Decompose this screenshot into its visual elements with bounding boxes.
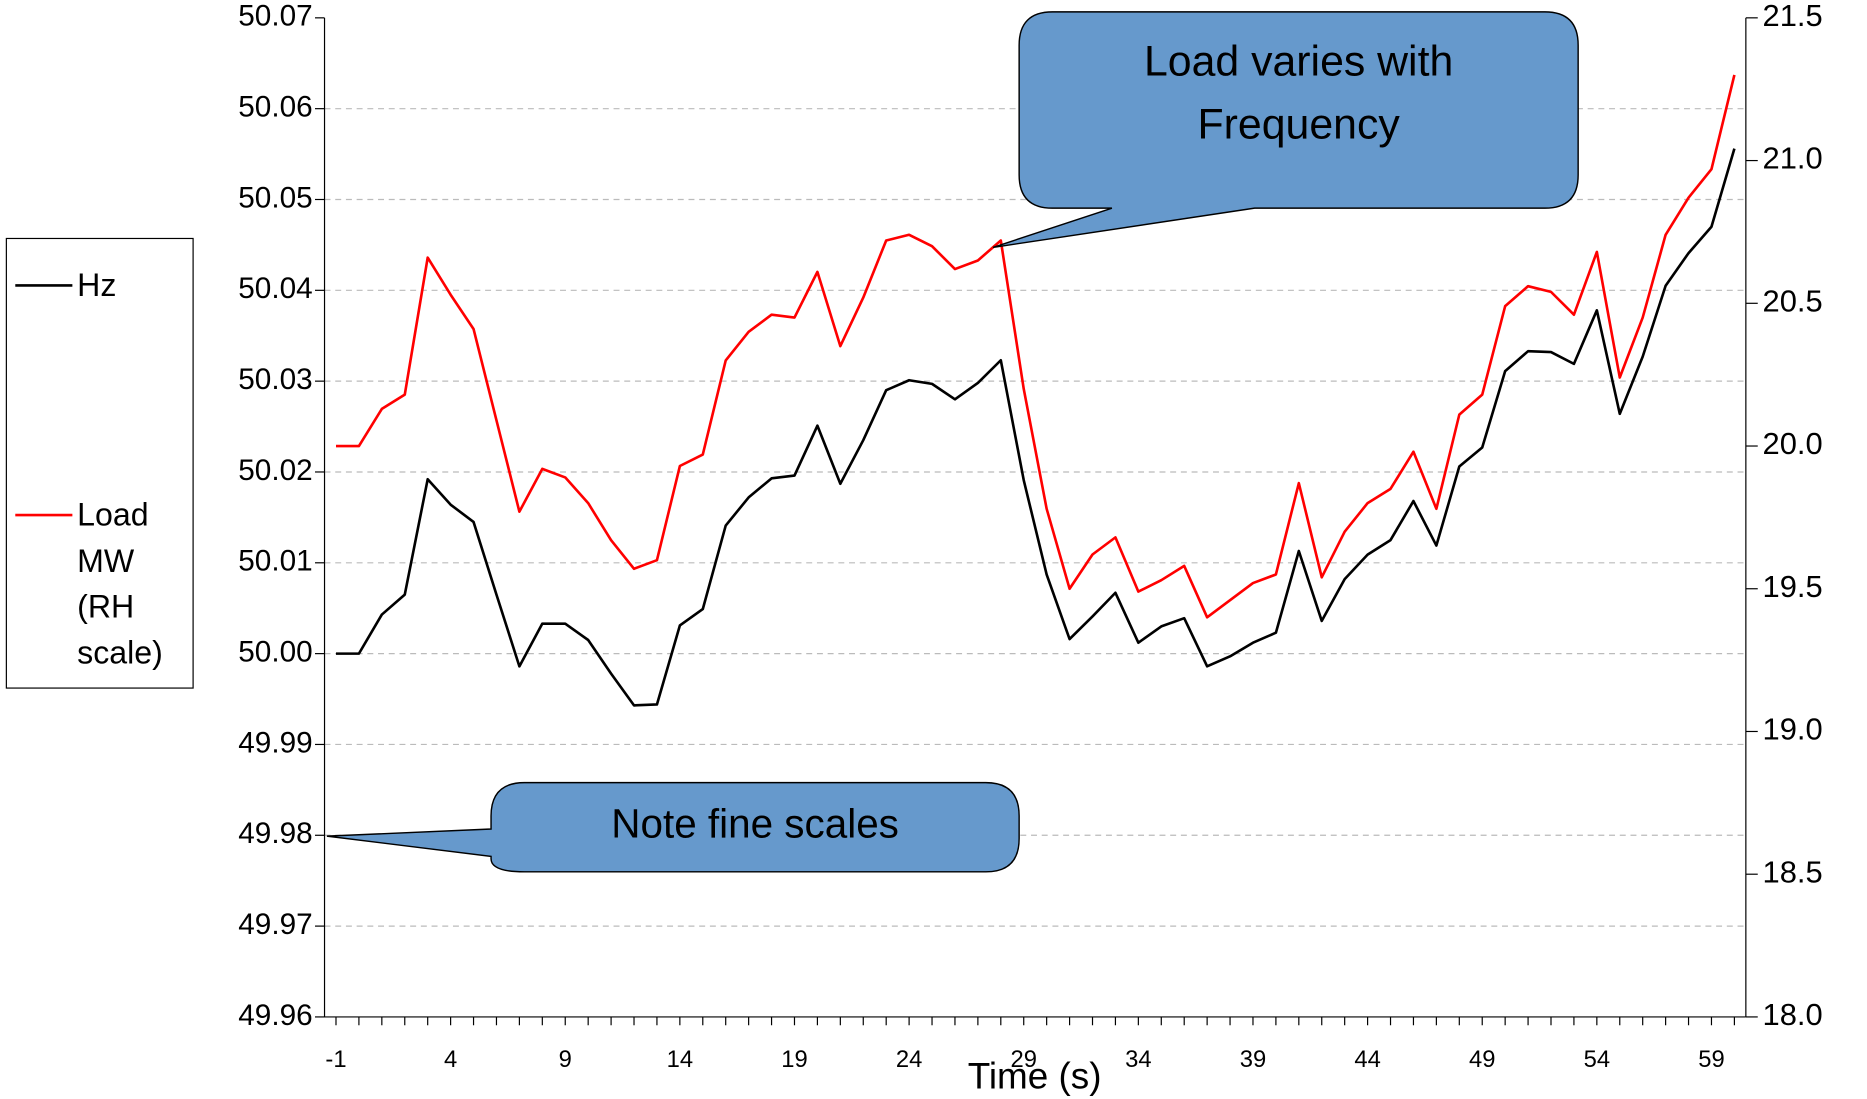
- legend-entry: Hz: [77, 267, 117, 304]
- x-tick-label: 29: [1011, 1046, 1037, 1073]
- x-tick-label: 14: [667, 1046, 693, 1073]
- x-tick-label: 39: [1240, 1046, 1266, 1073]
- legend-box: [5, 237, 194, 689]
- y-tick-label: 50.06: [238, 91, 312, 124]
- y2-tick-label: 21.5: [1763, 0, 1823, 33]
- annotation: Frequency: [1198, 101, 1401, 149]
- x-tick-label: 54: [1584, 1046, 1610, 1073]
- y2-tick-label: 19.5: [1763, 569, 1823, 604]
- legend-entry: Load MW (RH scale): [77, 497, 163, 671]
- x-tick-label: 49: [1469, 1046, 1495, 1073]
- y-tick-label: 50.00: [238, 635, 312, 668]
- y2-tick-label: 19.0: [1763, 712, 1823, 747]
- y2-tick-label: 21.0: [1763, 141, 1823, 176]
- y-tick-label: 49.97: [238, 908, 312, 941]
- x-axis-label: Time (s): [968, 1056, 1102, 1097]
- y-tick-label: 50.07: [238, 0, 312, 33]
- callout-shape: [326, 781, 1020, 873]
- x-tick-label: 19: [781, 1046, 807, 1073]
- y-tick-label: 49.96: [238, 999, 312, 1032]
- y-tick-label: 50.04: [238, 272, 312, 305]
- y2-tick-label: 18.0: [1763, 997, 1823, 1032]
- y-tick-label: 49.99: [238, 726, 312, 759]
- legend-label: Hz: [77, 267, 117, 304]
- y-tick-label: 50.05: [238, 181, 312, 214]
- series-line: [335, 74, 1736, 619]
- x-tick-label: 9: [559, 1046, 572, 1073]
- annotation: Note fine scales: [611, 800, 899, 846]
- y-tick-label: 50.02: [238, 454, 312, 487]
- y-tick-label: 49.98: [238, 817, 312, 850]
- y-tick-label: 50.01: [238, 545, 312, 578]
- y2-tick-label: 20.0: [1763, 426, 1823, 461]
- annotation: Load varies with: [1144, 38, 1453, 86]
- legend-label: Load MW (RH scale): [77, 497, 163, 671]
- x-tick-label: 4: [444, 1046, 457, 1073]
- x-tick-label: 44: [1354, 1046, 1380, 1073]
- callout-shape: [992, 11, 1579, 249]
- y2-tick-label: 20.5: [1763, 283, 1823, 318]
- x-tick-label: -1: [325, 1046, 346, 1073]
- y2-tick-label: 18.5: [1763, 854, 1823, 889]
- y-tick-label: 50.03: [238, 363, 312, 396]
- x-tick-label: 34: [1125, 1046, 1151, 1073]
- series-line: [335, 148, 1736, 707]
- x-tick-label: 59: [1698, 1046, 1724, 1073]
- x-tick-label: 24: [896, 1046, 922, 1073]
